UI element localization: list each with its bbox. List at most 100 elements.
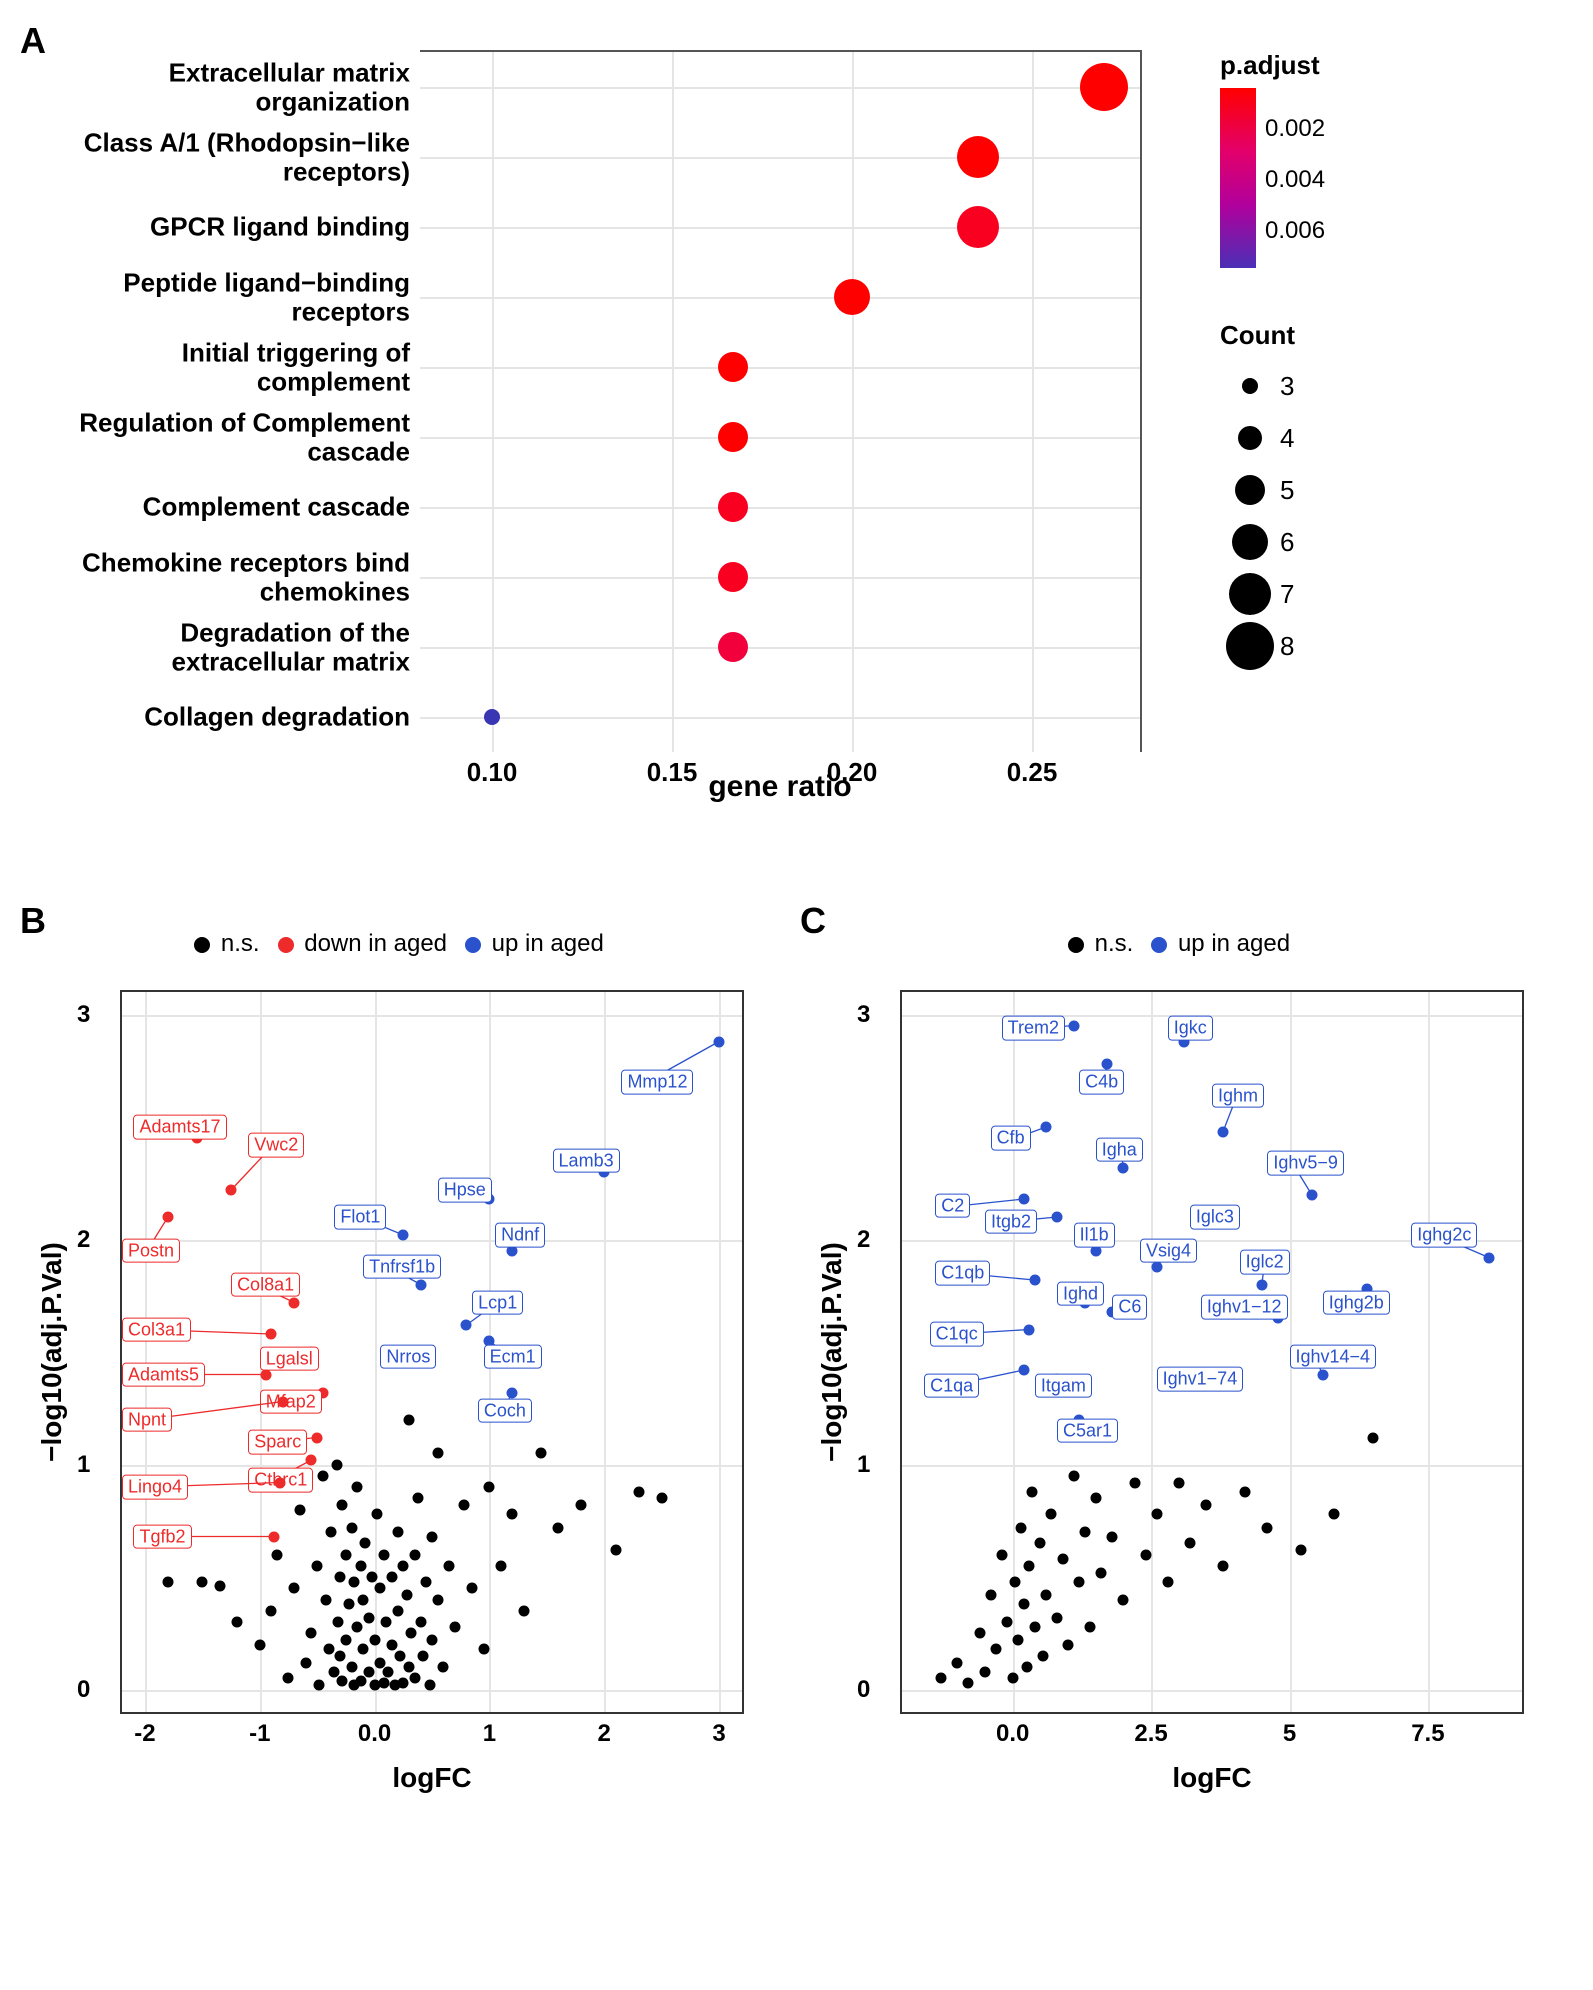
legend-dot — [278, 937, 294, 953]
volcano-point-ns — [467, 1583, 478, 1594]
dotplot-dot — [718, 492, 748, 522]
volcano-point-ns — [335, 1650, 346, 1661]
volcano-c-legend: n.s. up in aged — [800, 930, 1540, 958]
volcano-point-ns — [1218, 1560, 1229, 1571]
volcano-point-ns — [1184, 1538, 1195, 1549]
volcano-point-labeled — [1118, 1162, 1129, 1173]
volcano-point-ns — [1057, 1554, 1068, 1565]
volcano-point-ns — [1029, 1621, 1040, 1632]
volcano-point-labeled — [275, 1477, 286, 1488]
volcano-gene-label: Lcp1 — [472, 1290, 523, 1315]
volcano-point-ns — [392, 1605, 403, 1616]
legend-label: n.s. — [1088, 930, 1133, 957]
dotplot-dot — [484, 709, 500, 725]
dotplot-dot — [957, 136, 999, 178]
volcano-xtick: 5 — [1283, 1720, 1296, 1748]
volcano-point-ns — [432, 1594, 443, 1605]
size-legend-row: 6 — [1220, 516, 1294, 568]
colorbar-tick: 0.006 — [1265, 217, 1325, 245]
volcano-point-ns — [1096, 1567, 1107, 1578]
volcano-point-ns — [438, 1662, 449, 1673]
volcano-gene-label: Coch — [478, 1398, 532, 1423]
dotplot-dot — [718, 422, 748, 452]
volcano-point-ns — [478, 1644, 489, 1655]
size-legend-dot — [1232, 524, 1268, 560]
volcano-point-ns — [398, 1677, 409, 1688]
volcano-point-ns — [417, 1650, 428, 1661]
volcano-xtick: 7.5 — [1411, 1720, 1444, 1748]
volcano-ytick: 0 — [77, 1676, 90, 1704]
volcano-point-ns — [197, 1576, 208, 1587]
volcano-point-ns — [337, 1500, 348, 1511]
volcano-gene-label: Lgalsl — [260, 1346, 319, 1371]
dotplot-row-label: Extracellular matrixorganization — [30, 58, 410, 115]
size-legend-row: 5 — [1220, 464, 1294, 516]
volcano-point-ns — [963, 1677, 974, 1688]
volcano-gridline-v — [1151, 992, 1153, 1712]
volcano-gridline-h — [902, 1690, 1522, 1692]
size-legend-row: 4 — [1220, 412, 1294, 464]
volcano-point-ns — [996, 1549, 1007, 1560]
volcano-point-labeled — [1040, 1122, 1051, 1133]
size-legend-row: 8 — [1220, 620, 1294, 672]
volcano-point-ns — [1129, 1477, 1140, 1488]
dotplot-area: 0.100.150.200.25Extracellular matrixorga… — [420, 50, 1142, 752]
volcano-point-ns — [1010, 1576, 1021, 1587]
volcano-point-ns — [381, 1617, 392, 1628]
size-legend-dot — [1242, 378, 1258, 394]
volcano-gene-label: Ighm — [1212, 1083, 1264, 1108]
volcano-gene-label: Ighg2b — [1323, 1290, 1390, 1315]
volcano-point-ns — [386, 1572, 397, 1583]
volcano-point-ns — [369, 1635, 380, 1646]
volcano-point-ns — [325, 1527, 336, 1538]
volcano-ytick: 1 — [857, 1451, 870, 1479]
volcano-point-labeled — [461, 1320, 472, 1331]
volcano-point-labeled — [260, 1369, 271, 1380]
volcano-point-ns — [1002, 1617, 1013, 1628]
volcano-point-ns — [231, 1617, 242, 1628]
volcano-point-ns — [507, 1509, 518, 1520]
volcano-point-labeled — [415, 1279, 426, 1290]
volcano-gene-label: Col3a1 — [122, 1317, 191, 1342]
volcano-point-ns — [576, 1500, 587, 1511]
volcano-gene-label: Hpse — [438, 1178, 492, 1203]
color-legend-title: p.adjust — [1220, 50, 1320, 81]
legend-dot — [465, 937, 481, 953]
volcano-point-ns — [401, 1590, 412, 1601]
volcano-gene-label: Vsig4 — [1140, 1238, 1197, 1263]
size-legend-dot — [1238, 426, 1262, 450]
panel-a-label: A — [20, 20, 46, 62]
volcano-point-labeled — [1317, 1369, 1328, 1380]
volcano-xtick: 2 — [598, 1720, 611, 1748]
volcano-gene-label: Nrros — [380, 1344, 436, 1369]
volcano-point-ns — [1295, 1545, 1306, 1556]
volcano-point-labeled — [312, 1432, 323, 1443]
volcano-point-ns — [314, 1680, 325, 1691]
volcano-point-ns — [360, 1538, 371, 1549]
size-legend-dot — [1229, 573, 1271, 615]
volcano-point-ns — [1118, 1594, 1129, 1605]
volcano-point-ns — [378, 1677, 389, 1688]
volcano-point-ns — [367, 1572, 378, 1583]
volcano-point-ns — [952, 1657, 963, 1668]
volcano-point-ns — [459, 1500, 470, 1511]
volcano-gene-label: Ighv1−12 — [1201, 1295, 1288, 1320]
size-legend-row: 7 — [1220, 568, 1294, 620]
bottom-row: B n.s. down in aged up in aged −log10(ad… — [20, 900, 1573, 1820]
volcano-point-labeled — [1483, 1252, 1494, 1263]
legend-label: up in aged — [485, 930, 604, 957]
volcano-point-ns — [415, 1617, 426, 1628]
volcano-point-ns — [1107, 1531, 1118, 1542]
size-legend-label: 8 — [1280, 631, 1294, 662]
volcano-gridline-h — [902, 1465, 1522, 1467]
volcano-point-ns — [1007, 1673, 1018, 1684]
volcano-b-xlabel: logFC — [122, 1762, 742, 1794]
volcano-point-ns — [1262, 1522, 1273, 1533]
volcano-gene-label: Lamb3 — [553, 1148, 620, 1173]
volcano-c-xlabel: logFC — [902, 1762, 1522, 1794]
volcano-ytick: 2 — [77, 1226, 90, 1254]
volcano-gene-label: Postn — [122, 1238, 180, 1263]
volcano-point-labeled — [226, 1185, 237, 1196]
volcano-point-ns — [553, 1522, 564, 1533]
volcano-point-ns — [294, 1504, 305, 1515]
